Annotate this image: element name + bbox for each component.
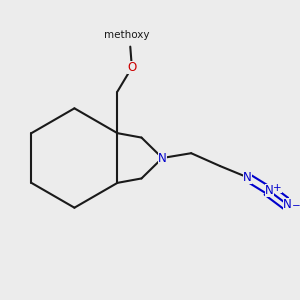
Text: O: O [127,61,136,74]
Text: N: N [158,152,167,164]
Text: N: N [265,184,274,196]
Text: −: − [292,201,300,211]
Text: N: N [243,171,252,184]
Text: methoxy: methoxy [104,30,150,40]
Text: N: N [283,198,292,211]
Text: +: + [273,184,282,194]
